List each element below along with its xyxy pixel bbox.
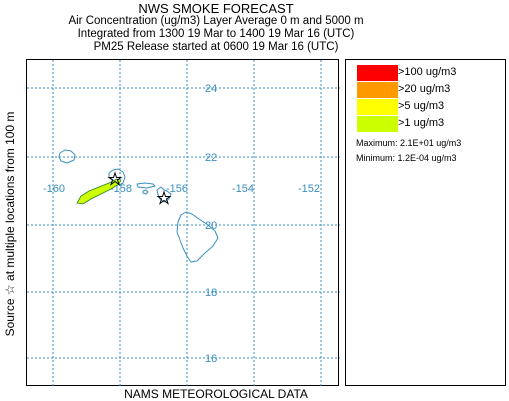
longitude-label-160: -160 — [43, 183, 65, 195]
molokai-coast — [136, 182, 156, 189]
latitude-label-18: 18 — [205, 287, 217, 299]
legend-swatch-yellow — [357, 99, 398, 115]
latitude-label-22: 22 — [205, 152, 217, 164]
legend-swatch-red — [357, 65, 398, 81]
release-time: PM25 Release started at 0600 19 Mar 16 (… — [93, 41, 339, 53]
coastlines — [58, 149, 219, 263]
legend-swatch-orange — [357, 82, 398, 98]
longitude-label-156: -156 — [166, 183, 188, 195]
legend-minimum: Minimum: 1.2E-04 ug/m3 — [356, 153, 457, 163]
legend-label: >20 ug/m3 — [398, 83, 451, 95]
latitude-label-24: 24 — [205, 83, 217, 95]
star-icon — [156, 190, 172, 205]
source-markers — [107, 171, 172, 205]
source-label: Source ☆ at multiple locations from 100 … — [3, 111, 17, 336]
legend-panel: >100 ug/m3 >20 ug/m3 >5 ug/m3 >1 ug/m3 M… — [345, 59, 506, 386]
latitude-label-20: 20 — [205, 220, 217, 232]
legend-label: >5 ug/m3 — [398, 100, 445, 112]
legend-label: >100 ug/m3 — [398, 66, 457, 78]
longitude-label-152: -152 — [298, 183, 320, 195]
kauai-coast — [58, 149, 76, 164]
legend-swatch-lime — [357, 116, 398, 132]
smoke-plume — [76, 178, 122, 205]
longitude-label-154: -154 — [232, 183, 254, 195]
concentration-subtitle: Air Concentration (ug/m3) Layer Average … — [68, 15, 364, 27]
latitude-label-16: 16 — [205, 353, 217, 365]
source-label-container: Source ☆ at multiple locations from 100 … — [2, 60, 18, 387]
meteorological-data-label: NAMS METEOROLOGICAL DATA — [124, 387, 308, 401]
lanai-coast — [142, 189, 149, 195]
graticule — [27, 60, 340, 387]
star-icon — [107, 171, 123, 186]
map-panel: 24 22 20 18 16 -160 -158 -156 -154 -152 — [26, 59, 340, 387]
legend-label: >1 ug/m3 — [398, 117, 445, 129]
map-title: NWS SMOKE FORECAST — [138, 1, 294, 16]
legend-maximum: Maximum: 2.1E+01 ug/m3 — [356, 138, 462, 148]
map-canvas: 24 22 20 18 16 -160 -158 -156 -154 -152 — [27, 60, 340, 387]
integration-period: Integrated from 1300 19 Mar to 1400 19 M… — [77, 28, 355, 40]
hawaii-island-coast — [176, 211, 219, 263]
